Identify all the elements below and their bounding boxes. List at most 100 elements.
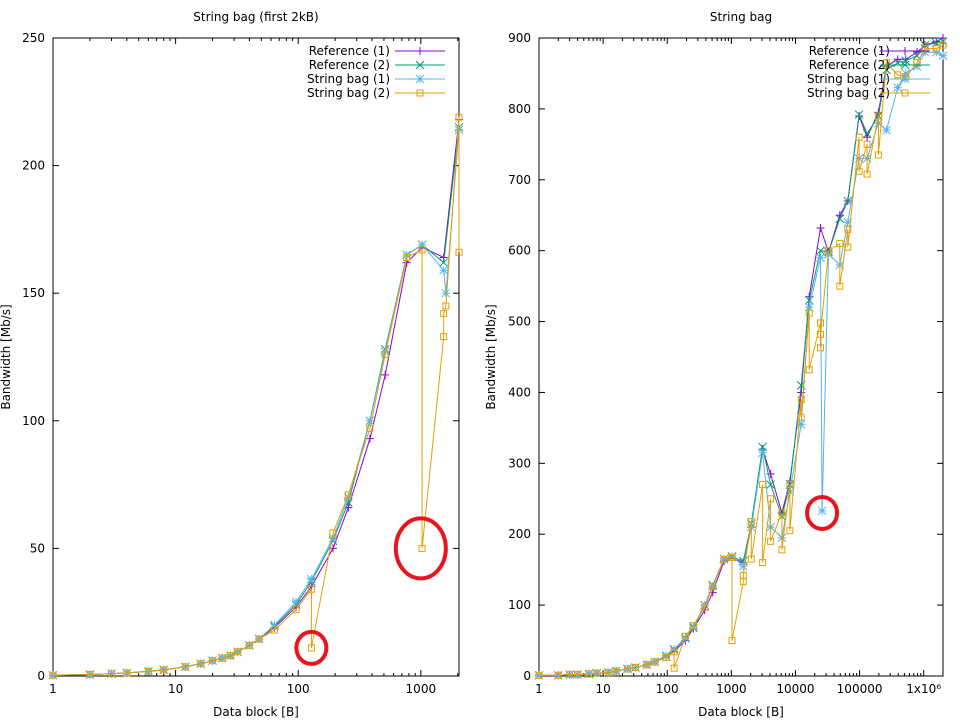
- chart-panel-first-2kb: String bag (first 2kB) Data block [B] Band…: [0, 10, 464, 719]
- data-point: [366, 424, 374, 432]
- data-point: [365, 434, 374, 443]
- data-point: [816, 253, 825, 263]
- legend-marker: [415, 60, 425, 70]
- data-point: [593, 669, 601, 677]
- data-point: [418, 544, 426, 552]
- x-tick-label: 1000: [406, 682, 437, 696]
- data-point: [292, 606, 300, 614]
- data-point: [442, 302, 450, 310]
- data-point: [701, 603, 709, 611]
- legend-label: Reference (1): [309, 44, 390, 58]
- x-axis-label: Data block [B]: [213, 705, 299, 719]
- data-point: [863, 170, 871, 178]
- data-point: [123, 669, 131, 677]
- data-point: [778, 546, 786, 554]
- data-point: [817, 344, 825, 352]
- data-point: [816, 246, 825, 256]
- data-point: [554, 671, 562, 679]
- chart-panel-full: String bag Data block [B] Bandwidth [Mb/s]…: [484, 10, 948, 719]
- data-point: [862, 129, 872, 139]
- data-point: [874, 151, 882, 159]
- legend-label: Reference (1): [809, 44, 890, 58]
- y-tick-label: 700: [508, 173, 531, 187]
- y-axis-label: Bandwidth [Mb/s]: [0, 304, 13, 409]
- data-point: [218, 654, 226, 662]
- data-point: [381, 370, 390, 379]
- data-point: [440, 333, 448, 341]
- data-point: [894, 71, 902, 79]
- highlight-circle: [393, 516, 448, 581]
- y-tick-label: 0: [37, 669, 45, 683]
- data-point: [307, 585, 315, 593]
- data-point: [843, 196, 853, 206]
- data-point: [804, 303, 814, 312]
- data-point: [836, 240, 844, 248]
- data-point: [759, 481, 767, 489]
- y-tick-label: 200: [22, 159, 45, 173]
- x-tick-label: 1000: [716, 682, 747, 696]
- data-point: [739, 571, 747, 579]
- legend-label: String bag (2): [807, 86, 890, 100]
- data-point: [700, 600, 710, 610]
- plot-frame: [538, 37, 944, 677]
- data-point: [778, 509, 786, 517]
- series-string-bag-1: [48, 125, 464, 680]
- y-tick-label: 100: [22, 414, 45, 428]
- data-point: [835, 214, 845, 224]
- highlight-circle: [805, 494, 840, 531]
- data-point: [912, 62, 922, 71]
- y-tick-label: 600: [508, 244, 531, 258]
- data-point: [817, 330, 825, 338]
- data-point: [720, 556, 728, 564]
- data-point: [758, 448, 767, 458]
- data-point: [381, 350, 389, 358]
- data-point: [797, 396, 805, 404]
- data-point: [417, 240, 427, 250]
- data-point: [226, 652, 234, 660]
- data-point: [48, 670, 58, 680]
- data-point: [920, 47, 930, 57]
- legend-label: String bag (1): [307, 72, 390, 86]
- data-point: [805, 366, 813, 374]
- legend-label: Reference (2): [809, 58, 890, 72]
- data-point: [882, 65, 891, 75]
- data-point: [709, 583, 717, 591]
- x-tick-label: 10: [595, 682, 610, 696]
- data-point: [786, 481, 794, 489]
- legend-marker: [416, 89, 424, 97]
- data-point: [816, 223, 825, 232]
- data-point: [270, 626, 278, 634]
- chart-title: String bag: [710, 10, 772, 24]
- data-point: [882, 59, 890, 67]
- x-tick-label: 1: [535, 682, 543, 696]
- y-tick-label: 150: [22, 286, 45, 300]
- data-point: [844, 225, 852, 233]
- data-point: [661, 651, 671, 660]
- data-point: [181, 663, 189, 671]
- data-point: [612, 667, 620, 675]
- data-point: [932, 45, 940, 53]
- series-reference-2: [48, 122, 464, 680]
- y-tick-label: 900: [508, 31, 531, 45]
- data-point: [825, 247, 833, 255]
- data-point: [455, 113, 463, 121]
- data-point: [913, 59, 921, 67]
- data-point: [759, 559, 767, 567]
- y-tick-label: 250: [22, 31, 45, 45]
- series-line: [52, 117, 460, 676]
- y-tick-label: 200: [508, 527, 531, 541]
- data-point: [738, 561, 748, 571]
- data-point: [882, 125, 891, 135]
- data-point: [796, 419, 806, 429]
- data-point: [747, 517, 755, 525]
- data-point: [939, 34, 947, 42]
- x-tick-label: 10: [168, 682, 183, 696]
- data-point: [817, 319, 825, 327]
- data-point: [255, 635, 263, 643]
- data-point: [632, 663, 640, 671]
- data-point: [160, 666, 168, 674]
- legend-marker: [415, 74, 425, 84]
- data-point: [727, 551, 737, 561]
